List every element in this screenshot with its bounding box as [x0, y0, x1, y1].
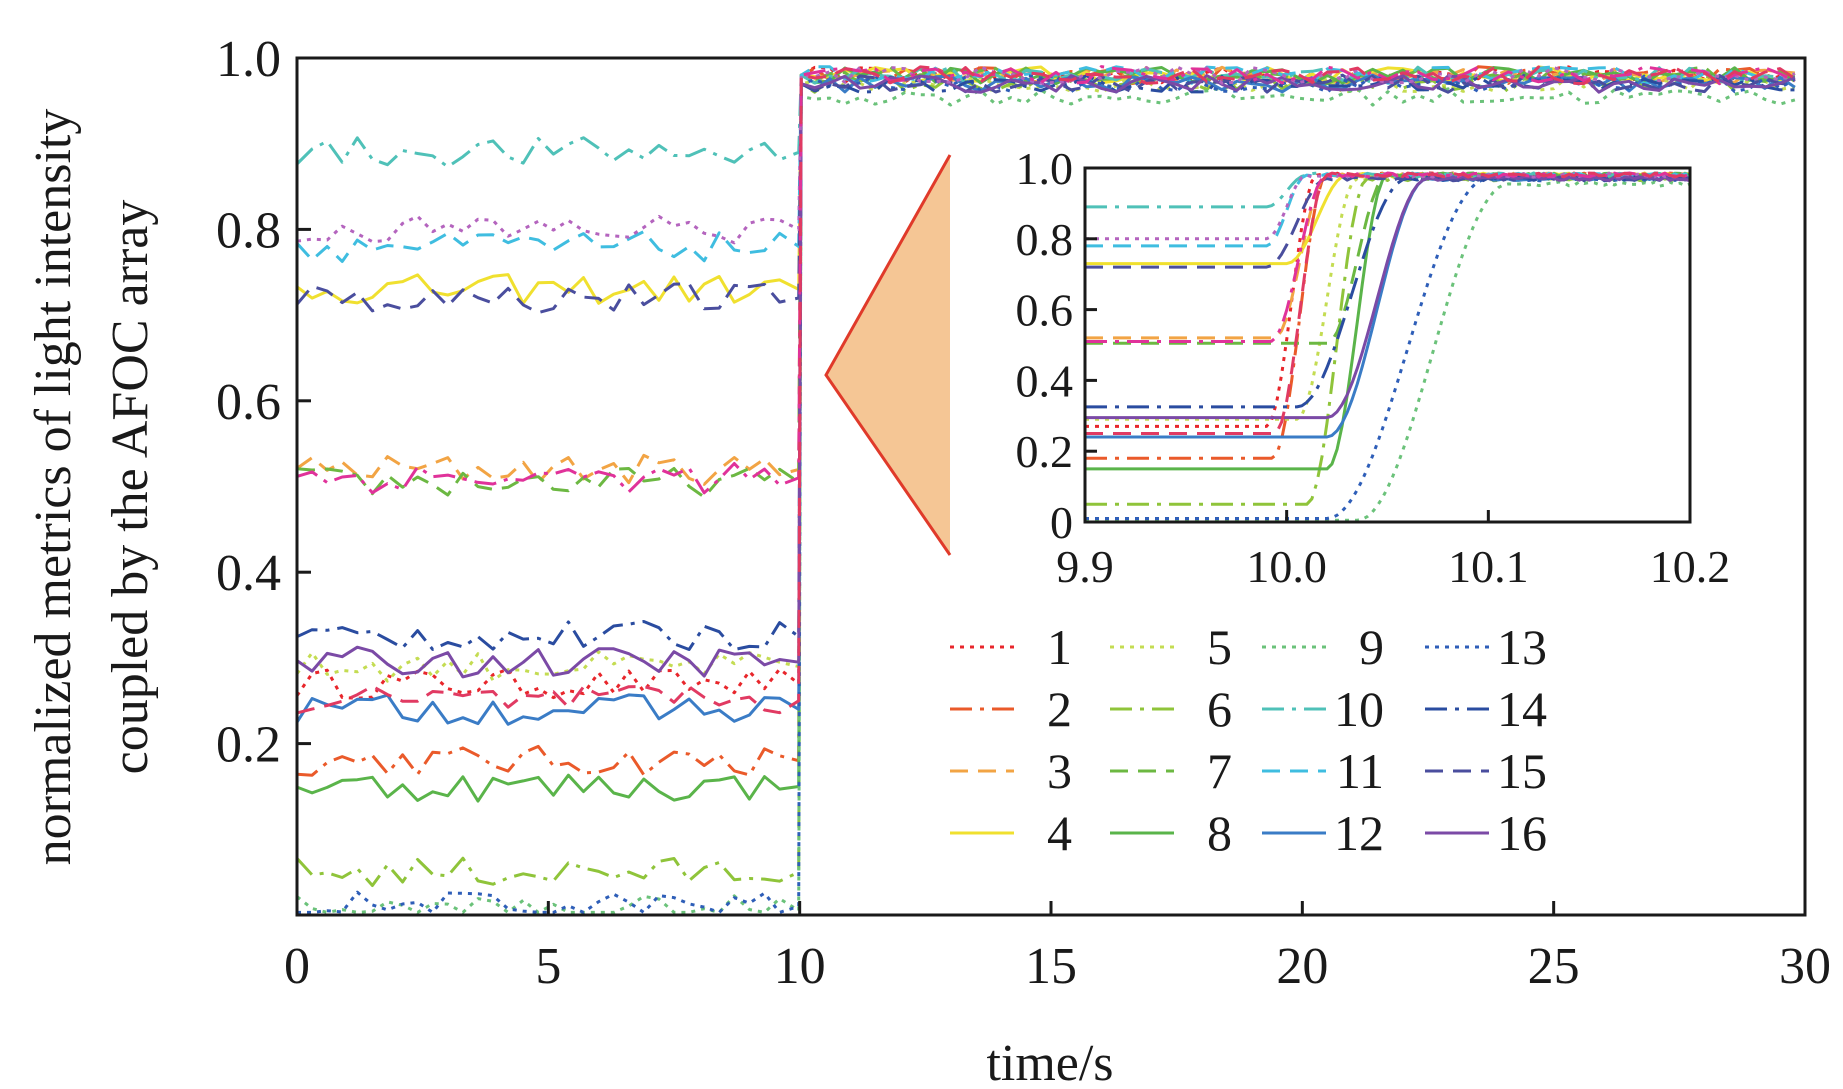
x-tick-label-10: 10	[774, 938, 826, 995]
x-axis-label: time/s	[986, 1035, 1113, 1089]
legend-label-9: 9	[1359, 619, 1384, 675]
legend-label-5: 5	[1207, 619, 1232, 675]
callout-outline	[824, 154, 952, 556]
legend-label-11: 11	[1336, 743, 1384, 799]
inset-series-line-19	[1085, 171, 1690, 435]
inset-background	[1085, 168, 1690, 522]
inset-series-group	[1085, 171, 1690, 522]
inset-x-tick-label-9.9: 9.9	[1056, 541, 1114, 592]
legend-label-14: 14	[1497, 681, 1547, 737]
y-tick-label-0.6: 0.6	[216, 374, 281, 431]
inset-chart: 9.9 10.0 10.1 10.2 0 0.2 0.4 0.6 0.8 1.0	[1016, 143, 1731, 592]
y-tick-label-1.0: 1.0	[216, 31, 281, 88]
inset-series-line-18	[1085, 171, 1690, 343]
x-tick-label-25: 25	[1528, 938, 1580, 995]
inset-y-tick-label-0.6: 0.6	[1016, 285, 1074, 336]
inset-x-tick-label-10.1: 10.1	[1448, 541, 1529, 592]
legend-label-15: 15	[1497, 743, 1547, 799]
y-axis-label-line-1: normalized metrics of light intensity	[25, 109, 82, 866]
inset-y-tick-label-0: 0	[1050, 497, 1073, 548]
inset-series-line-16	[1085, 175, 1690, 420]
series-line-5	[295, 74, 1796, 683]
y-axis-label-line-2: coupled by the AFOC array	[102, 200, 159, 775]
inset-y-tick-label-1.0: 1.0	[1016, 143, 1074, 194]
inset-series-line-1	[1085, 171, 1690, 428]
legend-label-16: 16	[1497, 805, 1547, 861]
inset-series-line-13	[1085, 175, 1690, 520]
legend-label-1: 1	[1047, 619, 1072, 675]
inset-frame	[1083, 166, 1692, 524]
callout-wedge	[826, 155, 950, 555]
inset-series-line-10	[1085, 171, 1690, 209]
x-tick-label-30: 30	[1779, 938, 1831, 995]
main-axes: 0 5 10 15 20 25 300.20.40.60.81.0	[216, 31, 1831, 995]
inset-series-line-2	[1085, 171, 1690, 460]
legend-label-12: 12	[1334, 805, 1384, 861]
x-tick-label-15: 15	[1025, 938, 1077, 995]
legend-label-3: 3	[1047, 743, 1072, 799]
inset-x-tick-label-10.0: 10.0	[1246, 541, 1327, 592]
series-line-19	[296, 65, 1796, 715]
main-series-group	[295, 65, 1796, 914]
y-tick-label-0.8: 0.8	[216, 202, 281, 259]
x-tick-label-20: 20	[1276, 938, 1328, 995]
inset-callout	[824, 154, 952, 556]
inset-y-tick-label-0.2: 0.2	[1016, 426, 1074, 477]
series-line-17	[296, 65, 1796, 245]
inset-series-line-14	[1085, 175, 1690, 409]
inset-y-tick-label-0.8: 0.8	[1016, 214, 1074, 265]
x-tick-label-5: 5	[535, 938, 561, 995]
legend-label-13: 13	[1497, 619, 1547, 675]
inset-series-line-9	[1085, 180, 1690, 522]
series-line-12	[295, 73, 1796, 726]
legend-label-7: 7	[1207, 743, 1232, 799]
legend-label-8: 8	[1207, 805, 1232, 861]
inset-series-line-5	[1085, 175, 1690, 421]
series-line-9	[296, 86, 1796, 914]
inset-x-tick-label-10.2: 10.2	[1650, 541, 1731, 592]
x-tick-label-0: 0	[284, 938, 310, 995]
inset-y-tick-label-0.4: 0.4	[1016, 355, 1074, 406]
legend-label-10: 10	[1334, 681, 1384, 737]
legend-label-2: 2	[1047, 681, 1072, 737]
series-line-18	[296, 65, 1796, 495]
legend-label-4: 4	[1047, 805, 1072, 861]
y-tick-label-0.4: 0.4	[216, 545, 281, 602]
y-tick-label-0.2: 0.2	[216, 717, 281, 774]
legend-label-6: 6	[1207, 681, 1232, 737]
series-line-3	[296, 65, 1796, 486]
